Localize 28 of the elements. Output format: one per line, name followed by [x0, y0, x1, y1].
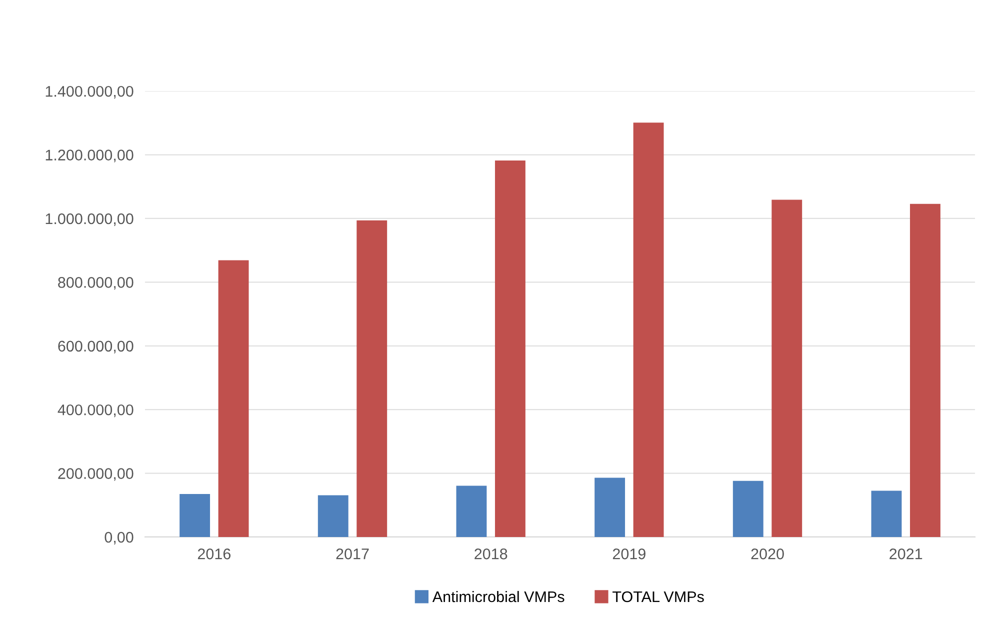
y-tick-label: 1.200.000,00	[46, 150, 134, 162]
y-tick-label: 600.000,00	[58, 340, 134, 354]
bar	[218, 260, 249, 537]
y-tick-label: 1.000.000,00	[46, 213, 134, 226]
x-tick-label: 2016	[198, 548, 230, 560]
bar	[356, 220, 388, 537]
y-tick-label: 0,00	[104, 532, 134, 544]
bar	[456, 486, 487, 537]
x-tick-label: 2018	[474, 548, 508, 560]
bar	[318, 495, 348, 537]
y-tick-label: 800.000,00	[58, 277, 134, 290]
bar	[594, 478, 626, 537]
bar	[871, 490, 902, 537]
bar	[732, 480, 764, 537]
x-tick-label: 2020	[751, 548, 784, 560]
bar	[910, 204, 940, 537]
x-tick-label: 2019	[612, 548, 646, 560]
bar	[180, 494, 210, 537]
legend-label: Antimicrobial VMPs	[432, 590, 564, 602]
x-tick-label: 2017	[336, 548, 369, 560]
y-tick-label: 400.000,00	[58, 404, 134, 418]
y-tick-label: 1.400.000,00	[46, 86, 134, 99]
y-tick-label: 200.000,00	[58, 468, 134, 481]
legend-label: TOTAL VMPs	[612, 591, 704, 602]
bar	[772, 200, 802, 537]
bar	[494, 160, 526, 537]
x-tick-label: 2021	[890, 548, 922, 560]
bar	[633, 122, 664, 537]
